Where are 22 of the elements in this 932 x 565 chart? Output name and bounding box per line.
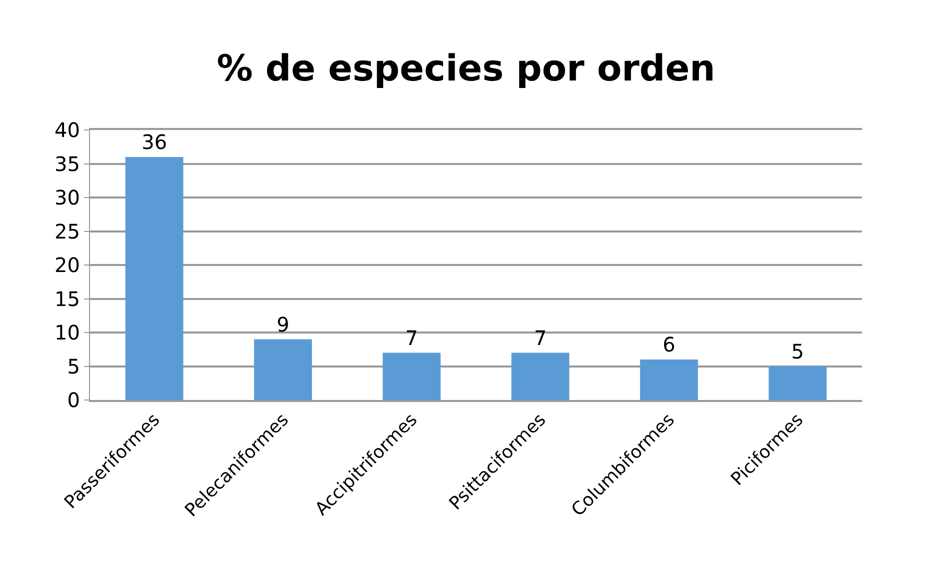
- y-tick-label: 0: [67, 388, 80, 412]
- y-tick-label: 40: [54, 118, 80, 142]
- data-label: 5: [791, 339, 804, 364]
- y-tick-label: 15: [54, 286, 80, 311]
- data-label: 36: [142, 130, 168, 154]
- y-tick-label: 20: [54, 253, 80, 277]
- y-tick-label: 25: [54, 219, 80, 244]
- bar: [511, 352, 570, 400]
- bar: [768, 366, 827, 400]
- y-tick-label: 10: [54, 320, 80, 344]
- bar: [640, 360, 698, 400]
- data-label: 6: [662, 332, 676, 356]
- chart-title: % de especies por orden: [216, 48, 716, 90]
- y-tick-label: 5: [67, 354, 80, 378]
- y-tick-label: 30: [54, 186, 80, 210]
- bar: [254, 339, 312, 400]
- bar: [125, 157, 184, 400]
- data-label: 9: [276, 312, 290, 336]
- y-tick-label: 35: [54, 152, 80, 176]
- data-label: 7: [534, 326, 547, 350]
- data-label: 7: [405, 326, 418, 350]
- bar: [382, 352, 441, 400]
